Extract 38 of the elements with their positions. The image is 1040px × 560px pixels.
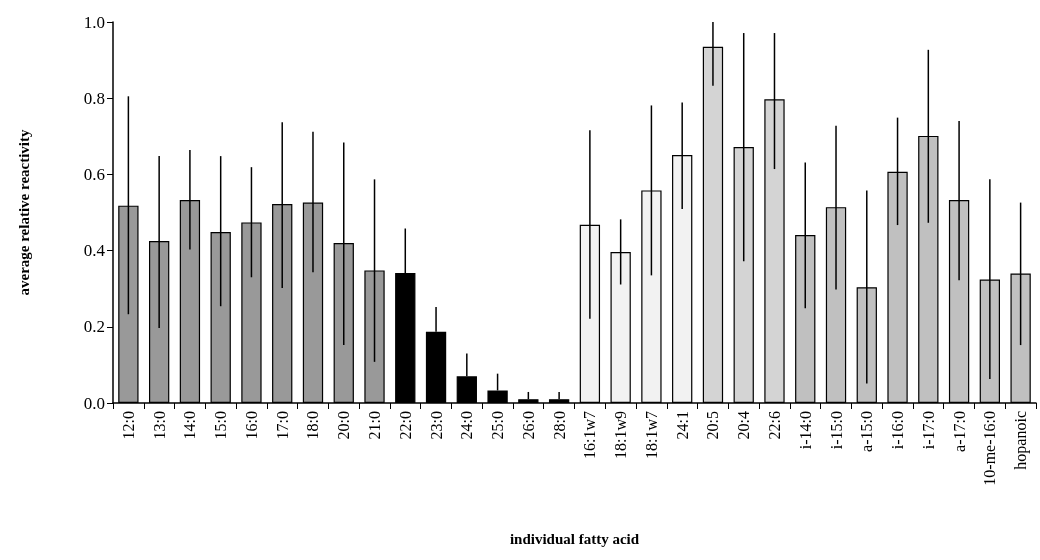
x-tick-label: i-14:0 xyxy=(796,411,814,450)
x-tick-label: 15:0 xyxy=(212,411,230,440)
y-tick-label: 1.0 xyxy=(83,12,105,32)
x-tick-label: i-15:0 xyxy=(827,411,845,450)
x-axis-title: individual fatty acid xyxy=(509,530,640,547)
x-tick-label: i-17:0 xyxy=(919,411,937,450)
x-tick-label: 23:0 xyxy=(427,411,445,440)
y-tick-label: 0.0 xyxy=(83,393,105,413)
x-tick-label: 13:0 xyxy=(150,411,168,440)
y-tick-label: 0.8 xyxy=(83,88,105,108)
x-tick-label: 18:1w9 xyxy=(612,411,630,459)
x-tick-label: 20:5 xyxy=(704,411,722,440)
y-axis-title: average relative reactivity xyxy=(15,128,32,296)
x-tick-label: 20:4 xyxy=(735,411,753,440)
x-tick-label: 14:0 xyxy=(181,411,199,440)
x-tick-label: 18:1w7 xyxy=(642,411,660,459)
x-tick-label: 18:0 xyxy=(304,411,322,440)
y-tick-label: 0.6 xyxy=(83,164,105,184)
x-tick-label: 16:1w7 xyxy=(581,411,599,459)
x-tick-label: 22:6 xyxy=(765,411,783,440)
x-tick-label: 17:0 xyxy=(273,411,291,440)
x-tick-label: 12:0 xyxy=(119,411,137,440)
x-tick-label: 25:0 xyxy=(489,411,507,440)
x-tick-label: 24:1 xyxy=(673,411,691,440)
x-tick-label: 16:0 xyxy=(242,411,260,440)
x-tick-label: 10-me-16:0 xyxy=(981,411,999,486)
x-tick-label: 28:0 xyxy=(550,411,568,440)
x-tick-label: 22:0 xyxy=(396,411,414,440)
x-tick-label: a-17:0 xyxy=(950,411,968,452)
y-tick-label: 0.2 xyxy=(83,317,105,337)
x-tick-label: 24:0 xyxy=(458,411,476,440)
x-tick-label: a-15:0 xyxy=(858,411,876,452)
x-tick-label: hopanoic xyxy=(1012,411,1031,470)
x-tick-label: 26:0 xyxy=(519,411,537,440)
x-tick-label: i-16:0 xyxy=(889,411,907,450)
y-tick-label: 0.4 xyxy=(83,241,106,261)
x-tick-label: 20:0 xyxy=(335,411,353,440)
x-tick-label: 21:0 xyxy=(366,411,384,440)
